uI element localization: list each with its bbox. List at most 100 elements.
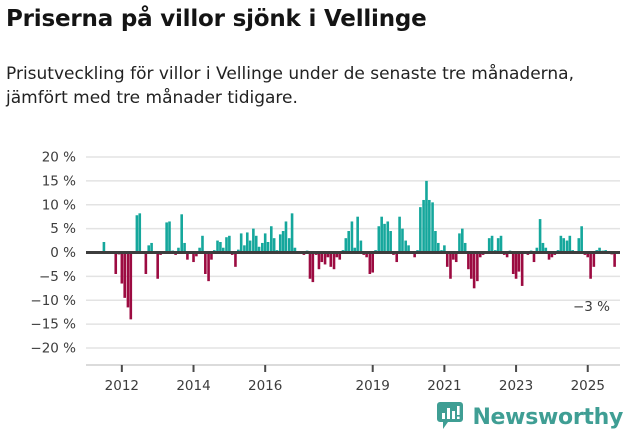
bar	[449, 252, 452, 279]
bar	[290, 213, 294, 253]
bar	[308, 252, 312, 279]
bar	[380, 216, 383, 253]
x-axis-tick-label: 2016	[248, 378, 282, 394]
bar	[183, 242, 186, 253]
bar	[499, 235, 503, 253]
bar	[245, 232, 249, 253]
bar	[532, 252, 536, 263]
bar	[204, 252, 207, 274]
y-axis-tick-label: −10 %	[30, 293, 76, 309]
y-axis-tick-label: 10 %	[42, 197, 76, 213]
bar	[287, 238, 291, 253]
bar	[478, 252, 482, 258]
bar	[195, 252, 198, 257]
bar	[368, 252, 372, 274]
bar	[565, 240, 569, 253]
bar	[135, 215, 139, 253]
bar	[452, 252, 455, 260]
bar	[353, 247, 357, 253]
bar	[580, 226, 583, 253]
bar	[586, 252, 590, 258]
bar	[254, 235, 258, 253]
bar	[180, 214, 183, 253]
bar	[326, 252, 330, 258]
bar	[272, 238, 276, 253]
bar	[514, 252, 518, 279]
bar	[168, 221, 171, 253]
bar	[407, 245, 410, 253]
x-axis-tick-label: 2025	[571, 378, 605, 394]
bar	[461, 228, 464, 253]
bar	[266, 242, 270, 253]
bar	[248, 240, 252, 253]
bar-chart-speech-bubble-icon	[437, 402, 464, 433]
bar	[371, 252, 375, 273]
bar	[541, 242, 545, 253]
bar	[216, 240, 219, 253]
bar	[186, 252, 189, 260]
bar	[547, 252, 551, 260]
newsworthy-logo: Newsworthy	[437, 402, 623, 433]
bar	[293, 247, 297, 253]
bar	[269, 226, 273, 253]
bar	[261, 242, 264, 253]
bar	[356, 216, 359, 253]
grid-lines	[86, 156, 620, 349]
y-axis-tick-label: 5 %	[50, 221, 76, 237]
bar	[428, 199, 431, 253]
page-subtitle: Prisutveckling för villor i Vellinge und…	[6, 64, 574, 109]
bar	[138, 213, 142, 253]
bar	[469, 252, 473, 279]
bar	[431, 202, 434, 253]
bar	[445, 252, 449, 267]
bar	[317, 252, 321, 270]
bar	[120, 252, 124, 284]
bar-series	[99, 180, 616, 320]
x-axis: 2012 2014 2016 2019 2021 2023 2025	[86, 364, 620, 394]
bar	[538, 219, 542, 253]
bar	[398, 216, 401, 253]
x-axis-tick-label: 2023	[499, 378, 533, 394]
bar	[395, 252, 399, 263]
bar	[550, 252, 554, 258]
bar	[598, 247, 601, 253]
bar	[404, 240, 407, 253]
bar	[589, 252, 592, 279]
bar	[458, 233, 461, 253]
bar	[505, 252, 509, 258]
bar	[221, 247, 225, 253]
bar	[496, 238, 500, 253]
bar	[338, 252, 342, 260]
x-axis-tick-label: 2012	[105, 378, 139, 394]
bar	[383, 223, 386, 253]
bar	[443, 245, 446, 253]
y-axis-tick-label: 20 %	[42, 150, 76, 166]
bar	[517, 252, 521, 272]
bar	[201, 235, 204, 253]
bar	[210, 252, 213, 260]
y-axis-tick-label: 0 %	[50, 245, 76, 261]
bar	[476, 252, 479, 282]
bar	[389, 231, 392, 253]
bar	[198, 247, 201, 253]
bar	[437, 242, 440, 253]
bar	[472, 252, 476, 289]
bar	[332, 252, 336, 270]
bar	[129, 252, 133, 320]
bar-chart: 20 % 15 % 10 % 5 % 0 % −5 % −10 % −15 % −20 % 20…	[0, 140, 631, 395]
value-annotation: −3 %	[573, 299, 610, 315]
y-axis-tick-label: −5 %	[39, 269, 76, 285]
bar	[123, 252, 127, 298]
bar	[401, 228, 404, 253]
bar	[535, 247, 539, 253]
bar	[192, 252, 195, 263]
bar	[207, 252, 210, 282]
bar	[150, 242, 153, 253]
y-axis-tick-label: −15 %	[30, 317, 76, 333]
bar	[252, 228, 255, 253]
bar	[377, 226, 381, 253]
bar	[487, 238, 491, 253]
bar	[422, 199, 425, 253]
bar	[359, 240, 363, 253]
